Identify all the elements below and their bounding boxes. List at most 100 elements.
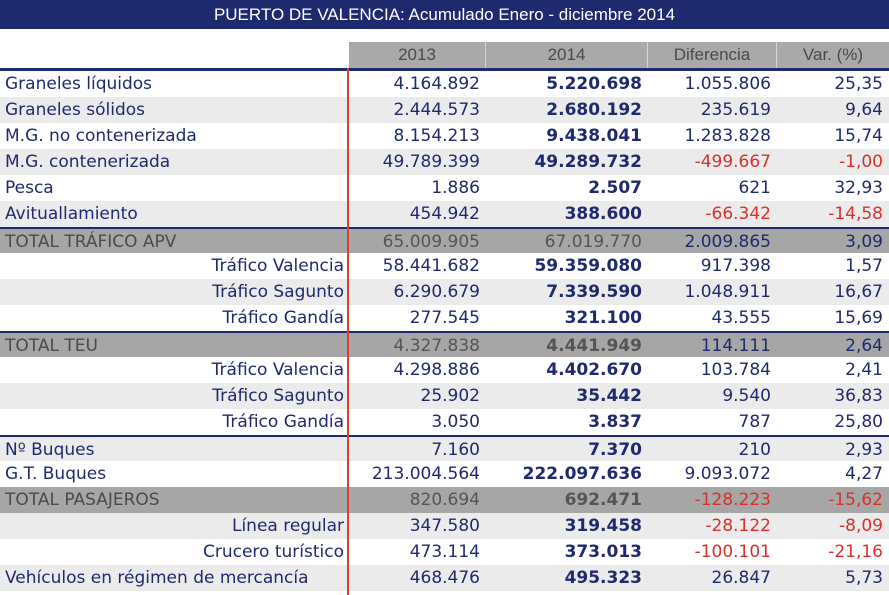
value-variation: -8,09 bbox=[839, 516, 883, 536]
value-2014: 2.680.192 bbox=[546, 100, 642, 120]
table-row: Tráfico Valencia 4.298.886 4.402.670 103… bbox=[0, 357, 889, 383]
value-2014: 388.600 bbox=[564, 204, 642, 224]
table-row: Avituallamiento 454.942 388.600 -66.342 … bbox=[0, 201, 889, 227]
value-2014: 67.019.770 bbox=[544, 232, 642, 252]
row-label: TOTAL PASAJEROS bbox=[5, 490, 160, 510]
table-row: Vehículos en régimen de mercancía 468.47… bbox=[0, 565, 889, 591]
column-header-2014: 2014 bbox=[486, 42, 648, 68]
value-2013: 3.050 bbox=[431, 412, 480, 432]
value-variation: 4,27 bbox=[845, 464, 883, 484]
value-variation: 9,64 bbox=[845, 100, 883, 120]
column-header-2013: 2013 bbox=[349, 42, 486, 68]
total-row-teu: TOTAL TEU 4.327.838 4.441.949 114.111 2,… bbox=[0, 331, 889, 357]
value-2013: 25.902 bbox=[420, 386, 480, 406]
value-2014: 49.289.732 bbox=[534, 152, 642, 172]
table-row: Tráfico Gandía 3.050 3.837 787 25,80 bbox=[0, 409, 889, 435]
value-difference: 2.009.865 bbox=[684, 232, 771, 252]
value-variation: 36,83 bbox=[834, 386, 883, 406]
row-label: G.T. Buques bbox=[5, 464, 107, 484]
total-row-pasajeros: TOTAL PASAJEROS 820.694 692.471 -128.223… bbox=[0, 487, 889, 513]
value-difference: 917.398 bbox=[700, 256, 771, 276]
value-2013: 468.476 bbox=[409, 568, 480, 588]
row-label: Tráfico Gandía bbox=[222, 412, 344, 432]
value-difference: 26.847 bbox=[711, 568, 771, 588]
table-row: Tráfico Sagunto 6.290.679 7.339.590 1.04… bbox=[0, 279, 889, 305]
value-difference: 235.619 bbox=[700, 100, 771, 120]
value-2013: 473.114 bbox=[409, 542, 480, 562]
value-2014: 7.339.590 bbox=[546, 282, 642, 302]
value-difference: 210 bbox=[738, 440, 771, 460]
value-2014: 495.323 bbox=[564, 568, 642, 588]
value-2013: 454.942 bbox=[409, 204, 480, 224]
row-label: Tráfico Valencia bbox=[211, 360, 344, 380]
row-label: Vehículos en régimen de mercancía bbox=[5, 568, 309, 588]
value-2013: 277.545 bbox=[409, 308, 480, 328]
value-variation: 25,35 bbox=[834, 74, 883, 94]
table-row: M.G. no contenerizada 8.154.213 9.438.04… bbox=[0, 123, 889, 149]
row-label: Crucero turístico bbox=[202, 542, 344, 562]
value-2013: 347.580 bbox=[409, 516, 480, 536]
row-label: Tráfico Valencia bbox=[211, 256, 344, 276]
value-variation: 15,69 bbox=[834, 308, 883, 328]
table-row: Línea regular 347.580 319.458 -28.122 -8… bbox=[0, 513, 889, 539]
label-column-divider bbox=[347, 68, 349, 595]
value-difference: -100.101 bbox=[694, 542, 771, 562]
value-variation: 5,73 bbox=[845, 568, 883, 588]
value-variation: 16,67 bbox=[834, 282, 883, 302]
value-difference: 1.283.828 bbox=[684, 126, 771, 146]
column-header-diferencia: Diferencia bbox=[648, 42, 777, 68]
row-label: Tráfico Sagunto bbox=[212, 386, 344, 406]
value-2013: 2.444.573 bbox=[393, 100, 480, 120]
table-row: Crucero turístico 473.114 373.013 -100.1… bbox=[0, 539, 889, 565]
value-2013: 49.789.399 bbox=[382, 152, 480, 172]
value-2014: 373.013 bbox=[564, 542, 642, 562]
value-2013: 58.441.682 bbox=[382, 256, 480, 276]
column-header-row: 2013 2014 Diferencia Var. (%) bbox=[349, 42, 889, 68]
total-row-trafico-apv: TOTAL TRÁFICO APV 65.009.905 67.019.770 … bbox=[0, 227, 889, 253]
value-difference: 9.093.072 bbox=[684, 464, 771, 484]
table-row: Nº Buques 7.160 7.370 210 2,93 bbox=[0, 435, 889, 461]
value-difference: 43.555 bbox=[711, 308, 771, 328]
value-2013: 820.694 bbox=[409, 490, 480, 510]
table-row: Pesca 1.886 2.507 621 32,93 bbox=[0, 175, 889, 201]
value-variation: 25,80 bbox=[834, 412, 883, 432]
row-label: Graneles sólidos bbox=[5, 100, 146, 120]
row-label: Avituallamiento bbox=[5, 204, 138, 224]
value-2014: 59.359.080 bbox=[534, 256, 642, 276]
value-2013: 4.164.892 bbox=[393, 74, 480, 94]
value-2013: 4.327.838 bbox=[393, 336, 480, 356]
value-2014: 4.402.670 bbox=[546, 360, 642, 380]
value-variation: 32,93 bbox=[834, 178, 883, 198]
value-difference: 1.055.806 bbox=[684, 74, 771, 94]
row-label: Nº Buques bbox=[5, 440, 95, 460]
value-2014: 4.441.949 bbox=[546, 336, 642, 356]
row-label: M.G. no contenerizada bbox=[5, 126, 197, 146]
header-divider bbox=[0, 68, 889, 71]
table-row: Graneles sólidos 2.444.573 2.680.192 235… bbox=[0, 97, 889, 123]
row-label: Pesca bbox=[5, 178, 54, 198]
value-2013: 65.009.905 bbox=[382, 232, 480, 252]
value-difference: 114.111 bbox=[700, 336, 771, 356]
value-variation: -21,16 bbox=[828, 542, 883, 562]
value-2013: 7.160 bbox=[431, 440, 480, 460]
row-label: TOTAL TEU bbox=[5, 336, 98, 356]
value-variation: 2,93 bbox=[845, 440, 883, 460]
value-difference: -128.223 bbox=[694, 490, 771, 510]
table-row: Tráfico Gandía 277.545 321.100 43.555 15… bbox=[0, 305, 889, 331]
value-variation: 1,57 bbox=[845, 256, 883, 276]
value-2013: 4.298.886 bbox=[393, 360, 480, 380]
value-2014: 222.097.636 bbox=[522, 464, 642, 484]
value-2014: 5.220.698 bbox=[546, 74, 642, 94]
column-header-variacion: Var. (%) bbox=[777, 42, 889, 68]
value-variation: -1,00 bbox=[839, 152, 883, 172]
value-2014: 692.471 bbox=[564, 490, 642, 510]
value-variation: -15,62 bbox=[828, 490, 883, 510]
value-2014: 3.837 bbox=[588, 412, 642, 432]
row-label: Tráfico Sagunto bbox=[212, 282, 344, 302]
value-difference: 9.540 bbox=[722, 386, 771, 406]
value-2013: 6.290.679 bbox=[393, 282, 480, 302]
value-difference: 621 bbox=[738, 178, 771, 198]
table-row: Tráfico Valencia 58.441.682 59.359.080 9… bbox=[0, 253, 889, 279]
value-2013: 8.154.213 bbox=[393, 126, 480, 146]
value-variation: -14,58 bbox=[828, 204, 883, 224]
